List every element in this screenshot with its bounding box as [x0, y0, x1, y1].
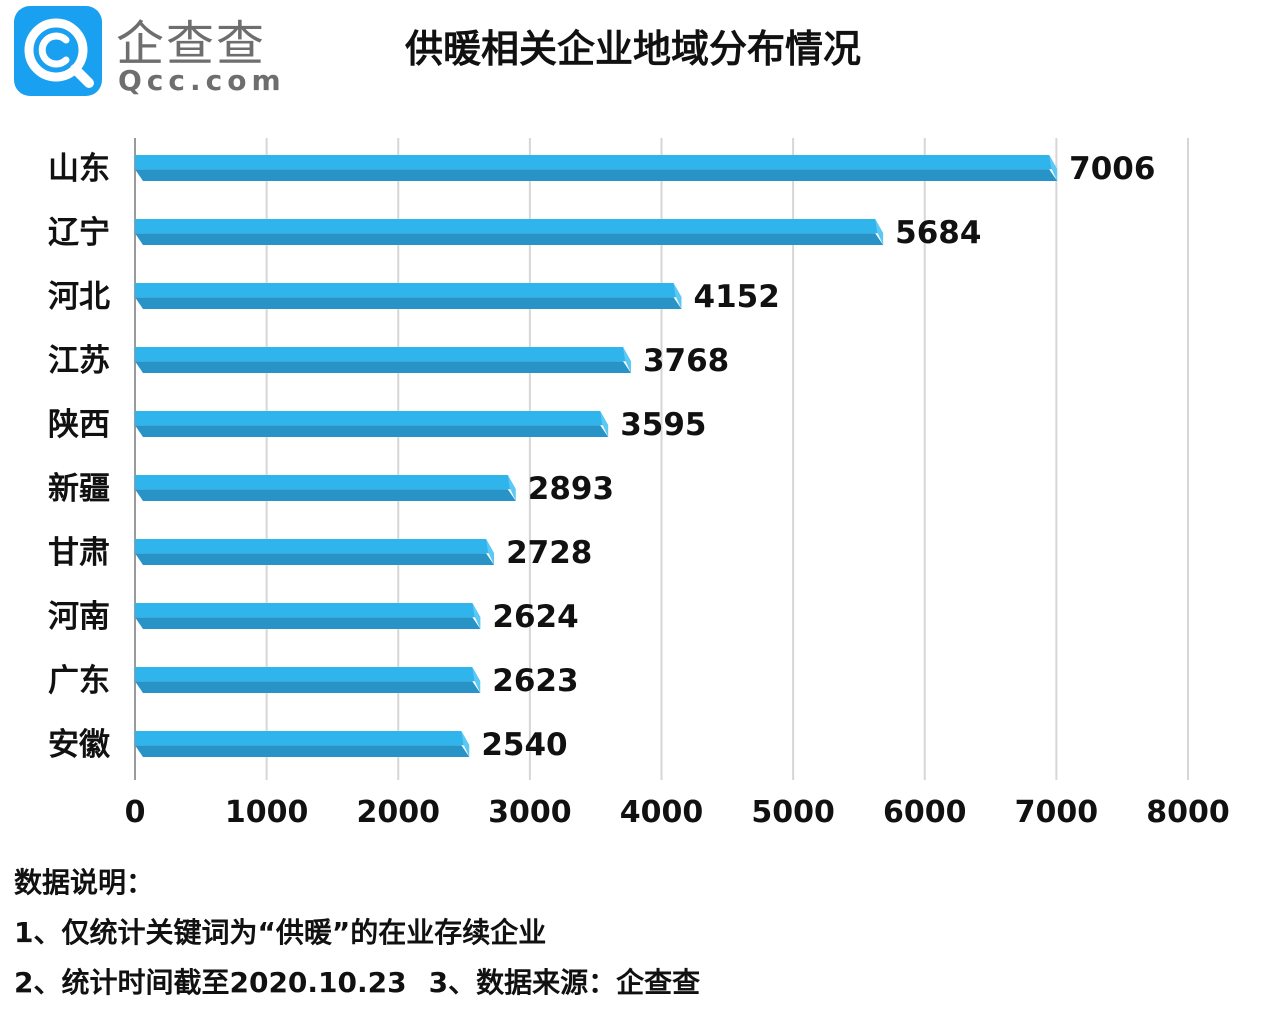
bar-shade [135, 297, 682, 309]
category-label: 辽宁 [48, 215, 110, 251]
bar-安徽 [135, 731, 470, 757]
data-notes: 数据说明： 1、仅统计关键词为“供暖”的在业存续企业 2、统计时间截至2020.… [14, 858, 1254, 1008]
qcc-logo: 企查查 Qcc.com [14, 6, 284, 98]
value-label: 7006 [1069, 151, 1155, 187]
bar-face [135, 603, 481, 618]
notes-heading: 数据说明： [14, 866, 155, 899]
bar-河北 [135, 283, 682, 309]
bar-end-cap [486, 539, 495, 565]
value-label: 2623 [492, 663, 578, 699]
bar-end-cap [673, 283, 682, 309]
bar-end-cap [507, 475, 516, 501]
value-label: 2624 [492, 599, 578, 635]
bar-end-cap [461, 731, 470, 757]
x-tick-label: 5000 [751, 795, 835, 830]
bar-shade [135, 553, 495, 565]
bar-face [135, 219, 884, 234]
x-tick-label: 0 [125, 795, 146, 830]
bar-face [135, 347, 631, 362]
bar-end-cap [472, 667, 481, 693]
bar-河南 [135, 603, 481, 629]
bar-chart: 0 1000 2000 3000 4000 5000 6000 7000 8000 山东 7006 辽… [48, 138, 1230, 830]
bar-end-cap [600, 411, 609, 437]
notes-line-2-date: 2、统计时间截至2020.10.23 [14, 966, 407, 999]
bar-end-cap [875, 219, 884, 245]
bar-shade [135, 489, 516, 501]
bar-end-cap [622, 347, 631, 373]
bar-广东 [135, 667, 481, 693]
bar-shade [135, 681, 481, 693]
value-label: 2540 [481, 727, 567, 763]
bar-陕西 [135, 411, 609, 437]
bar-face [135, 475, 516, 490]
bar-face [135, 539, 495, 554]
bar-face [135, 411, 609, 426]
category-label: 陕西 [48, 407, 110, 443]
category-label: 广东 [48, 663, 110, 699]
value-label: 5684 [895, 215, 981, 251]
bar-face [135, 667, 481, 682]
bar-face [135, 283, 682, 298]
bar-山东 [135, 155, 1058, 181]
bar-shade [135, 425, 609, 437]
bar-shade [135, 617, 481, 629]
value-label: 3768 [643, 343, 729, 379]
category-label: 江苏 [48, 343, 110, 379]
x-tick-label: 8000 [1146, 795, 1230, 830]
bar-face [135, 731, 470, 746]
notes-line-1: 1、仅统计关键词为“供暖”的在业存续企业 [14, 916, 547, 949]
category-label: 河北 [48, 279, 110, 315]
category-label: 甘肃 [48, 535, 110, 571]
qcc-magnifier-icon [14, 6, 102, 96]
bar-end-cap [472, 603, 481, 629]
bar-甘肃 [135, 539, 495, 565]
category-label: 新疆 [48, 471, 110, 507]
bar-新疆 [135, 475, 516, 501]
bar-end-cap [1049, 155, 1058, 181]
category-label: 河南 [48, 599, 110, 635]
logo-name-cn: 企查查 [116, 16, 267, 72]
notes-line-2: 2、统计时间截至2020.10.23 3、数据来源：企查查 [14, 958, 1254, 1008]
x-tick-label: 7000 [1015, 795, 1099, 830]
bar-江苏 [135, 347, 631, 373]
chart-title: 供暖相关企业地域分布情况 [405, 27, 862, 71]
bar-shade [135, 169, 1058, 181]
x-tick-label: 6000 [883, 795, 967, 830]
category-label: 山东 [48, 151, 110, 187]
x-tick-label: 4000 [620, 795, 704, 830]
x-tick-label: 1000 [225, 795, 309, 830]
x-tick-label: 2000 [357, 795, 441, 830]
category-label: 安徽 [48, 727, 111, 763]
bar-shade [135, 745, 470, 757]
value-label: 3595 [620, 407, 706, 443]
bar-辽宁 [135, 219, 884, 245]
bar-face [135, 155, 1058, 170]
value-label: 2728 [506, 535, 592, 571]
value-label: 2893 [528, 471, 614, 507]
value-label: 4152 [694, 279, 780, 315]
bar-shade [135, 361, 631, 373]
bar-shade [135, 233, 884, 245]
notes-line-2-source: 3、数据来源：企查查 [428, 966, 701, 999]
logo-name-en: Qcc.com [118, 64, 286, 97]
x-tick-label: 3000 [488, 795, 572, 830]
